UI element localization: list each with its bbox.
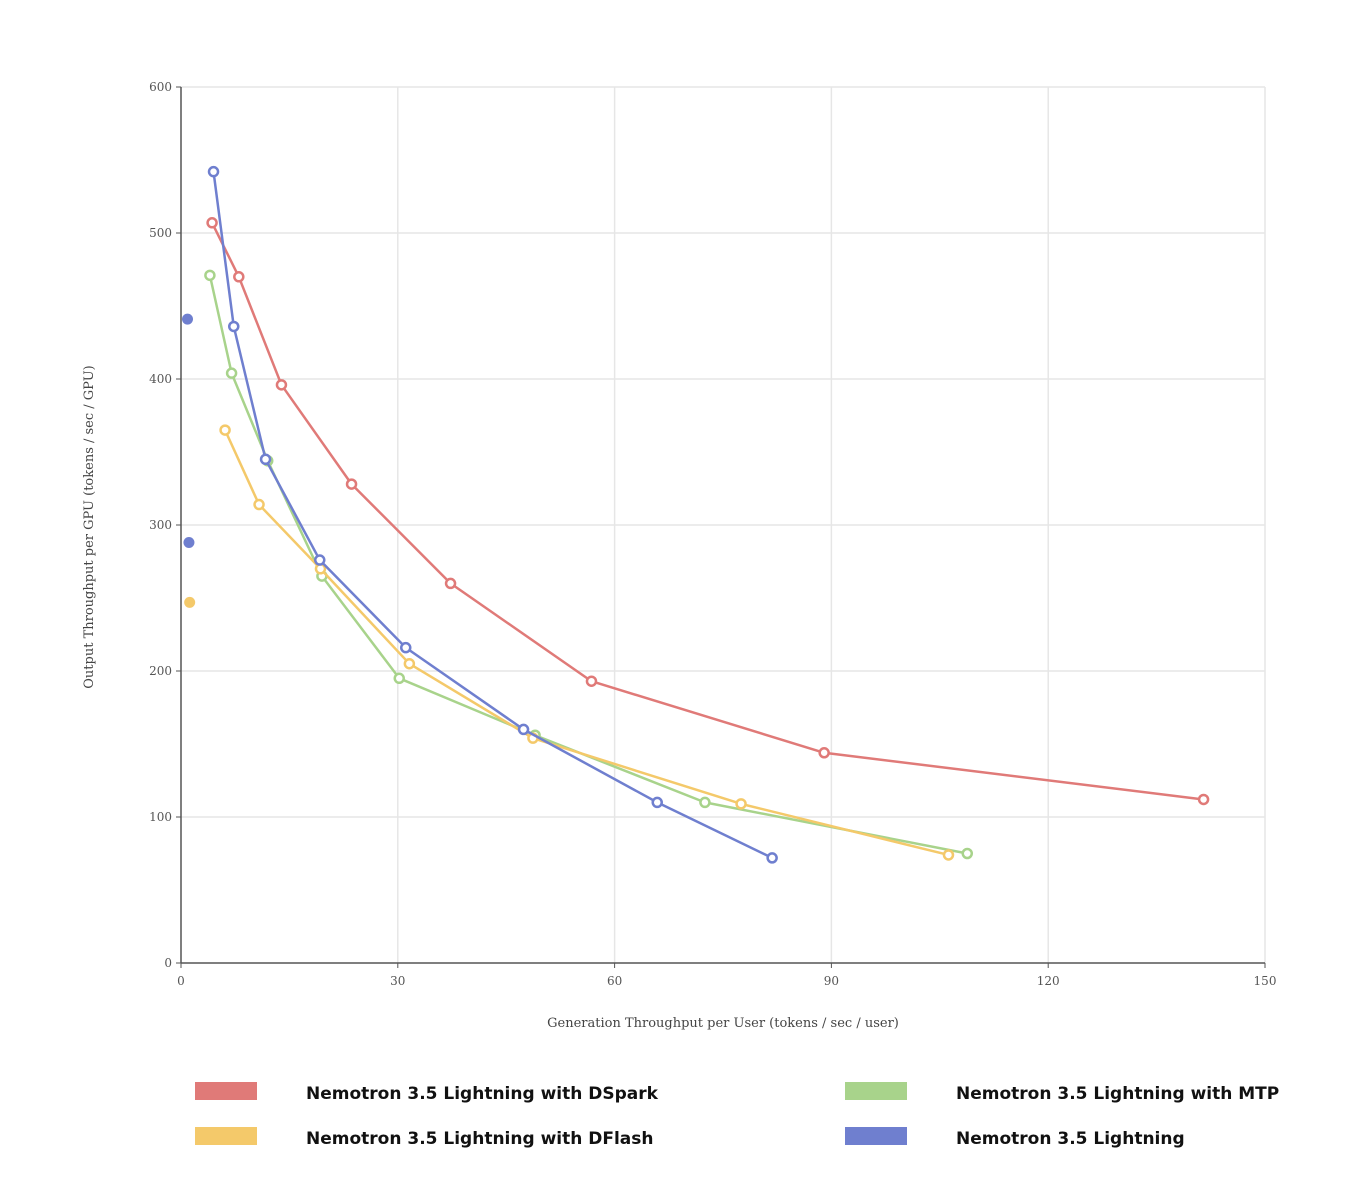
- data-point: [1197, 793, 1210, 806]
- series-3: [207, 165, 778, 864]
- data-point: [735, 798, 747, 810]
- data-point: [393, 672, 405, 685]
- data-point: [233, 271, 245, 283]
- y-tick-label: 600: [149, 80, 172, 94]
- series-line: [223, 429, 949, 857]
- series-0: [206, 217, 1210, 806]
- data-point: [225, 367, 238, 379]
- data-point: [399, 641, 412, 654]
- data-point: [699, 796, 711, 809]
- standalone-points: [182, 313, 196, 608]
- data-point: [585, 675, 598, 687]
- standalone-point: [182, 313, 194, 325]
- data-point: [403, 657, 416, 670]
- x-tick-label: 0: [177, 974, 185, 988]
- data-point: [961, 847, 974, 860]
- legend-label: Nemotron 3.5 Lightning: [956, 1129, 1185, 1149]
- y-tick-label: 0: [164, 956, 172, 970]
- x-tick-label: 150: [1254, 974, 1277, 988]
- data-point: [219, 424, 231, 436]
- y-tick-label: 100: [149, 810, 172, 824]
- legend-item: Nemotron 3.5 Lightning: [845, 1127, 1185, 1149]
- legend-item: Nemotron 3.5 Lightning with DFlash: [195, 1127, 654, 1149]
- data-point: [651, 796, 663, 809]
- data-point: [204, 269, 216, 282]
- data-point: [207, 165, 220, 178]
- x-tick-label: 60: [607, 974, 622, 988]
- data-point: [444, 577, 457, 590]
- tick-labels: 0 30 60 90 120 150 0 100 200 300 400 500 600: [149, 80, 1276, 988]
- data-point: [314, 554, 326, 566]
- x-tick-label: 30: [390, 974, 405, 988]
- legend: Nemotron 3.5 Lightning with DSpark Nemotr…: [195, 1082, 1279, 1149]
- y-tick-label: 400: [149, 372, 172, 386]
- data-point: [259, 453, 272, 466]
- data-point: [517, 723, 530, 736]
- legend-label: Nemotron 3.5 Lightning with MTP: [956, 1084, 1279, 1104]
- y-tick-label: 200: [149, 664, 172, 678]
- data-point: [275, 379, 288, 391]
- legend-swatch: [845, 1127, 907, 1145]
- data-point: [942, 849, 955, 861]
- series-2: [219, 424, 955, 861]
- y-axis-label: Output Throughput per GPU (tokens / sec …: [82, 365, 97, 688]
- series-line: [212, 171, 773, 860]
- standalone-point: [184, 596, 196, 608]
- x-axis-label: Generation Throughput per User (tokens /…: [547, 1016, 899, 1031]
- y-tick-label: 300: [149, 518, 172, 532]
- data-point: [228, 320, 240, 333]
- data-point: [206, 217, 218, 229]
- legend-label: Nemotron 3.5 Lightning with DFlash: [306, 1129, 654, 1149]
- data-point: [818, 747, 830, 759]
- legend-swatch: [195, 1127, 257, 1145]
- axes: [176, 86, 1266, 968]
- grid: [181, 86, 1266, 963]
- legend-label: Nemotron 3.5 Lightning with DSpark: [306, 1084, 659, 1104]
- series-lines: [204, 165, 1210, 864]
- data-point: [766, 852, 778, 864]
- data-point: [253, 498, 265, 511]
- standalone-point: [183, 537, 195, 549]
- legend-swatch: [195, 1082, 257, 1100]
- legend-item: Nemotron 3.5 Lightning with MTP: [845, 1082, 1279, 1104]
- series-line: [210, 222, 1204, 801]
- y-tick-label: 500: [149, 226, 172, 240]
- x-tick-label: 90: [824, 974, 839, 988]
- legend-item: Nemotron 3.5 Lightning with DSpark: [195, 1082, 659, 1104]
- data-point: [345, 478, 358, 490]
- series-line: [208, 275, 968, 855]
- legend-swatch: [845, 1082, 907, 1100]
- x-tick-label: 120: [1037, 974, 1060, 988]
